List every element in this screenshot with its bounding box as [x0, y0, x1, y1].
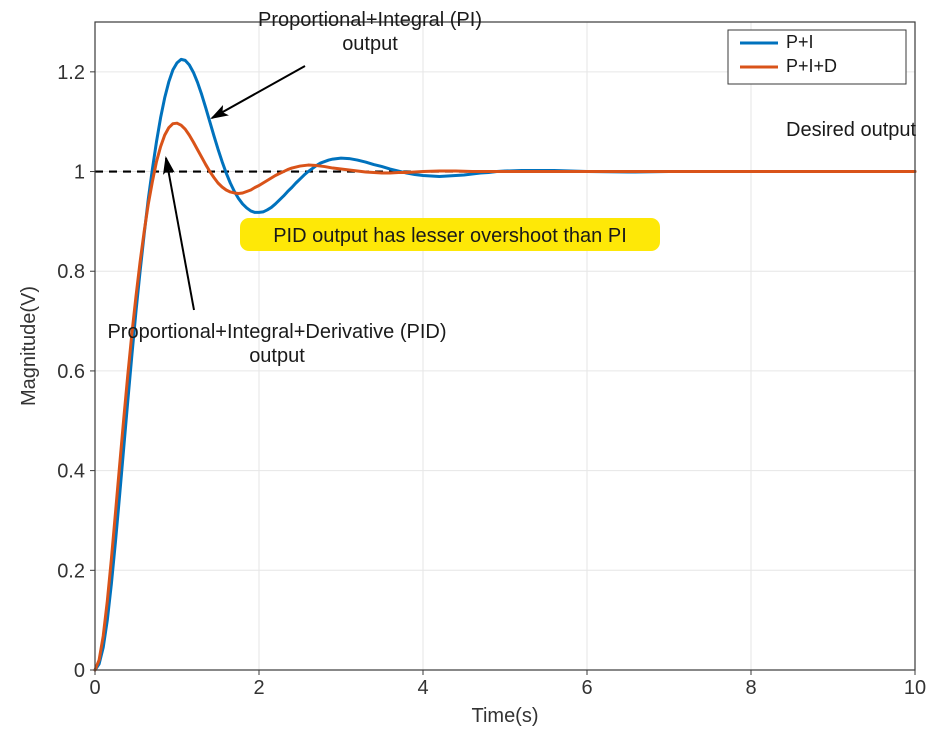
xtick-label: 10 — [904, 677, 926, 699]
legend-label-pi: P+I — [786, 32, 814, 52]
yaxis-label: Magnitude(V) — [18, 286, 40, 406]
chart-svg: 0 2 4 6 8 10 0 0.2 0.4 0.6 0.8 1 1.2 Time(s) Magnitude… — [0, 0, 940, 733]
ytick-label: 0 — [74, 660, 85, 682]
highlight-text: PID output has lesser overshoot than PI — [273, 225, 627, 247]
xtick-label: 4 — [417, 677, 428, 699]
xtick-label: 2 — [253, 677, 264, 699]
ytick-label: 0.8 — [57, 261, 85, 283]
pid-annotation-line1: Proportional+Integral+Derivative (PID) — [107, 321, 446, 343]
pi-annotation-line1: Proportional+Integral (PI) — [258, 9, 482, 31]
ytick-label: 1 — [74, 162, 85, 184]
ytick-label: 0.2 — [57, 560, 85, 582]
ytick-label: 1.2 — [57, 62, 85, 84]
desired-output-label: Desired output — [786, 119, 917, 141]
legend-label-pid: P+I+D — [786, 56, 837, 76]
xtick-label: 6 — [581, 677, 592, 699]
pid-annotation-line2: output — [249, 345, 305, 367]
xtick-label: 8 — [745, 677, 756, 699]
xaxis-label: Time(s) — [471, 705, 538, 727]
ytick-label: 0.6 — [57, 361, 85, 383]
pi-annotation-line2: output — [342, 33, 398, 55]
ytick-label: 0.4 — [57, 461, 85, 483]
chart-container: 0 2 4 6 8 10 0 0.2 0.4 0.6 0.8 1 1.2 Time(s) Magnitude… — [0, 0, 940, 733]
xtick-label: 0 — [89, 677, 100, 699]
